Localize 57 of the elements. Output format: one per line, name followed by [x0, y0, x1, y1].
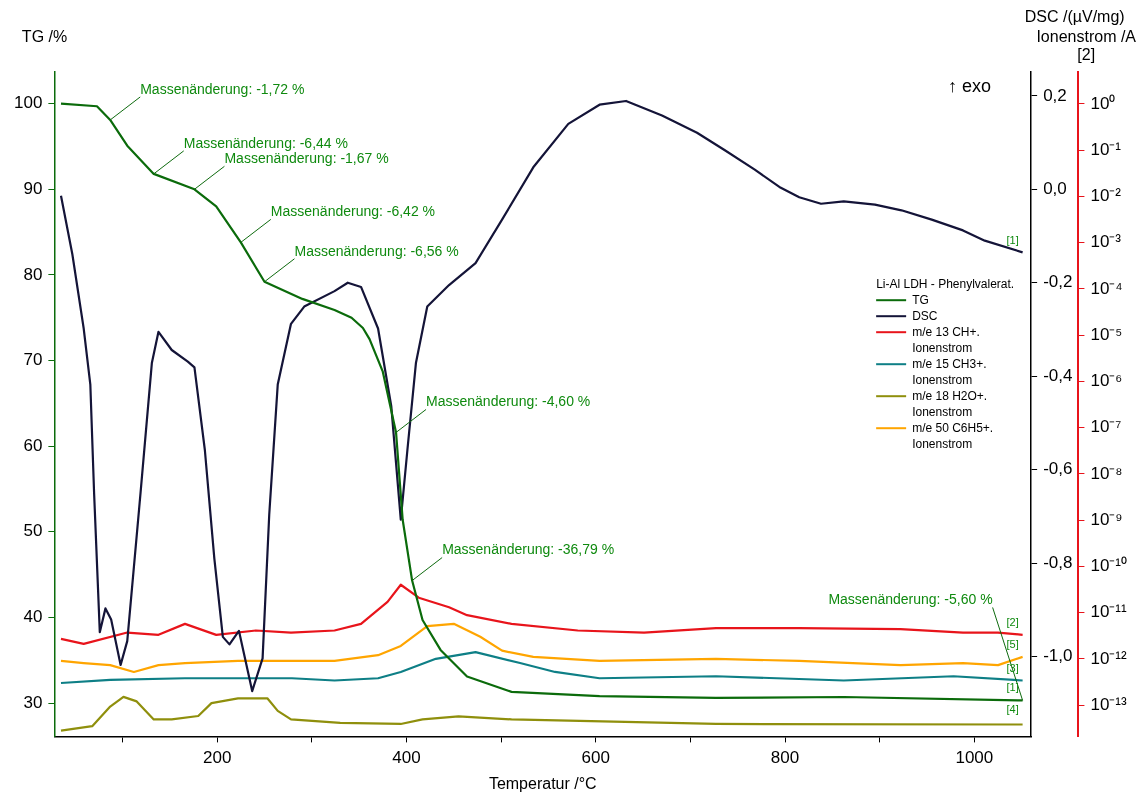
- annotation: [4]: [1006, 702, 1019, 715]
- y-axis-title: TG /%: [21, 28, 68, 46]
- y3-tick-label: 10⁻¹²: [1090, 648, 1127, 668]
- y3-tick-label: 10⁰: [1090, 93, 1116, 113]
- y-tick-label: 100: [13, 93, 43, 113]
- legend-label: TG: [912, 292, 929, 307]
- y3-axis-title: Ionenstrom /A [2]: [1036, 28, 1137, 64]
- x-tick-label: 200: [202, 748, 232, 768]
- annotation: Massenänderung: -6,42 %: [270, 203, 436, 220]
- annotation: Massenänderung: -5,60 %: [828, 591, 993, 608]
- annotation: [5]: [1006, 637, 1019, 650]
- annotation: Massenänderung: -4,60 %: [426, 393, 591, 410]
- annotation: [3]: [1006, 661, 1019, 674]
- y3-tick-label: 10⁻⁷: [1090, 417, 1122, 437]
- y-tick-label: 60: [23, 435, 43, 455]
- annotation: Massenänderung: -1,72 %: [140, 80, 305, 97]
- annotation: [2]: [1006, 615, 1019, 628]
- y2-tick-label: -0,4: [1043, 365, 1073, 385]
- x-tick-label: 400: [392, 748, 421, 768]
- y3-tick-label: 10⁻¹⁰: [1090, 556, 1128, 576]
- annotation: Massenänderung: -6,44 %: [183, 134, 348, 151]
- x-axis-title: Temperatur /°C: [488, 774, 597, 792]
- y3-tick-label: 10⁻⁹: [1090, 509, 1123, 529]
- y-tick-label: 70: [23, 350, 43, 370]
- y2-tick-label: -1,0: [1043, 646, 1073, 666]
- annotation: Massenänderung: -1,67 %: [224, 150, 389, 167]
- annotation: Massenänderung: -36,79 %: [442, 541, 615, 558]
- y-tick-label: 50: [23, 521, 43, 541]
- y2-tick-label: -0,8: [1043, 552, 1073, 572]
- y3-tick-label: 10⁻³: [1090, 232, 1122, 252]
- x-tick-label: 600: [581, 748, 610, 768]
- legend-label: m/e 50 C6H5+. Ionenstrom: [912, 420, 994, 451]
- y2-tick-label: 0,2: [1043, 85, 1067, 105]
- x-tick-label: 800: [770, 748, 800, 768]
- y3-tick-label: 10⁻⁵: [1090, 324, 1123, 344]
- annotation: [1]: [1006, 233, 1019, 246]
- y3-tick-label: 10⁻⁴: [1090, 278, 1123, 298]
- y2-tick-label: -0,2: [1043, 272, 1073, 292]
- y3-tick-label: 10⁻¹³: [1090, 694, 1127, 714]
- y3-tick-label: 10⁻⁸: [1090, 463, 1123, 483]
- y3-tick-label: 10⁻⁶: [1090, 371, 1123, 391]
- y2-tick-label: -0,6: [1043, 459, 1073, 479]
- y-tick-label: 90: [23, 178, 43, 198]
- y3-tick-label: 10⁻¹¹: [1090, 602, 1127, 622]
- x-tick-label: 1000: [955, 748, 994, 768]
- y2-tick-label: 0,0: [1043, 178, 1067, 198]
- annotation: [1]: [1006, 681, 1019, 694]
- y-tick-label: 30: [23, 692, 43, 712]
- annotation: Massenänderung: -6,56 %: [294, 242, 459, 259]
- y3-tick-label: 10⁻²: [1090, 186, 1122, 206]
- y2-axis-title: DSC /(µV/mg): [1024, 8, 1125, 26]
- legend-title: Li-Al LDH - Phenylvalerat.: [876, 276, 1015, 291]
- y-tick-label: 40: [23, 607, 43, 627]
- annotation: ↑ exo: [948, 75, 992, 96]
- legend-label: DSC: [912, 308, 938, 323]
- y-tick-label: 80: [23, 264, 43, 284]
- y3-tick-label: 10⁻¹: [1090, 139, 1122, 159]
